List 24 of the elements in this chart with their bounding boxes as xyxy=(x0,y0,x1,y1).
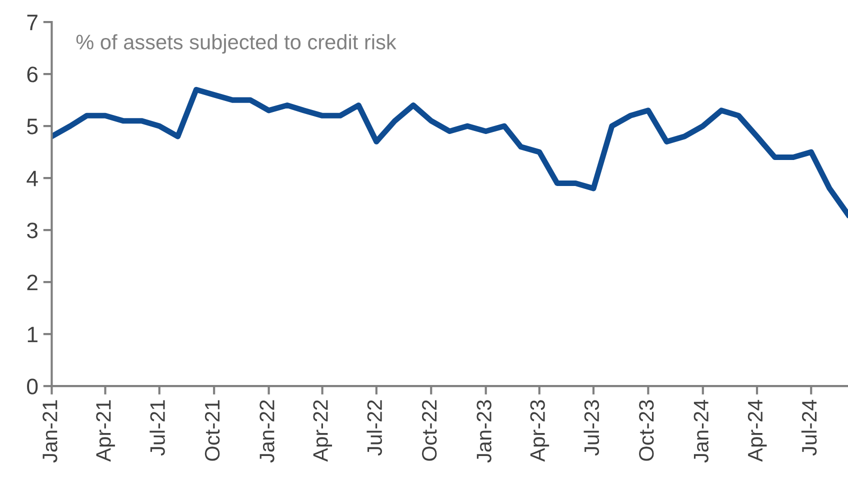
x-tick-label: Jan-24 xyxy=(694,400,708,463)
y-tick-label: 0 xyxy=(27,378,38,394)
x-tick-label: Jul-21 xyxy=(150,400,165,456)
y-tick-label: 5 xyxy=(27,118,38,134)
x-tick-label: Jul-22 xyxy=(366,400,382,456)
x-tick-label: Apr-23 xyxy=(530,400,550,462)
y-tick-label: 3 xyxy=(27,222,38,238)
x-tick-label: Oct-23 xyxy=(639,400,654,461)
y-tick-label: 4 xyxy=(26,170,38,186)
x-tick-label: Apr-22 xyxy=(313,400,332,462)
annotation: % of assets subjected to credit risk xyxy=(76,34,396,54)
y-tick-label: 2 xyxy=(27,274,38,290)
x-tick-label: Jul-23 xyxy=(584,400,600,456)
x-tick-label: Oct-22 xyxy=(422,400,437,461)
y-tick-label: 6 xyxy=(27,66,38,82)
x-tick-label: Jan-23 xyxy=(476,400,492,463)
x-tick-label: Apr-24 xyxy=(748,400,767,462)
x-tick-label: Jan-22 xyxy=(260,400,274,463)
y-tick-label: 1 xyxy=(28,326,38,342)
x-tick-label: Oct-21 xyxy=(204,400,220,461)
x-tick-label: Apr-21 xyxy=(96,400,115,462)
x-tick-label: Jan-21 xyxy=(42,400,58,463)
y-tick-label: 7 xyxy=(27,14,38,30)
x-tick-label: Jul-24 xyxy=(801,400,817,456)
